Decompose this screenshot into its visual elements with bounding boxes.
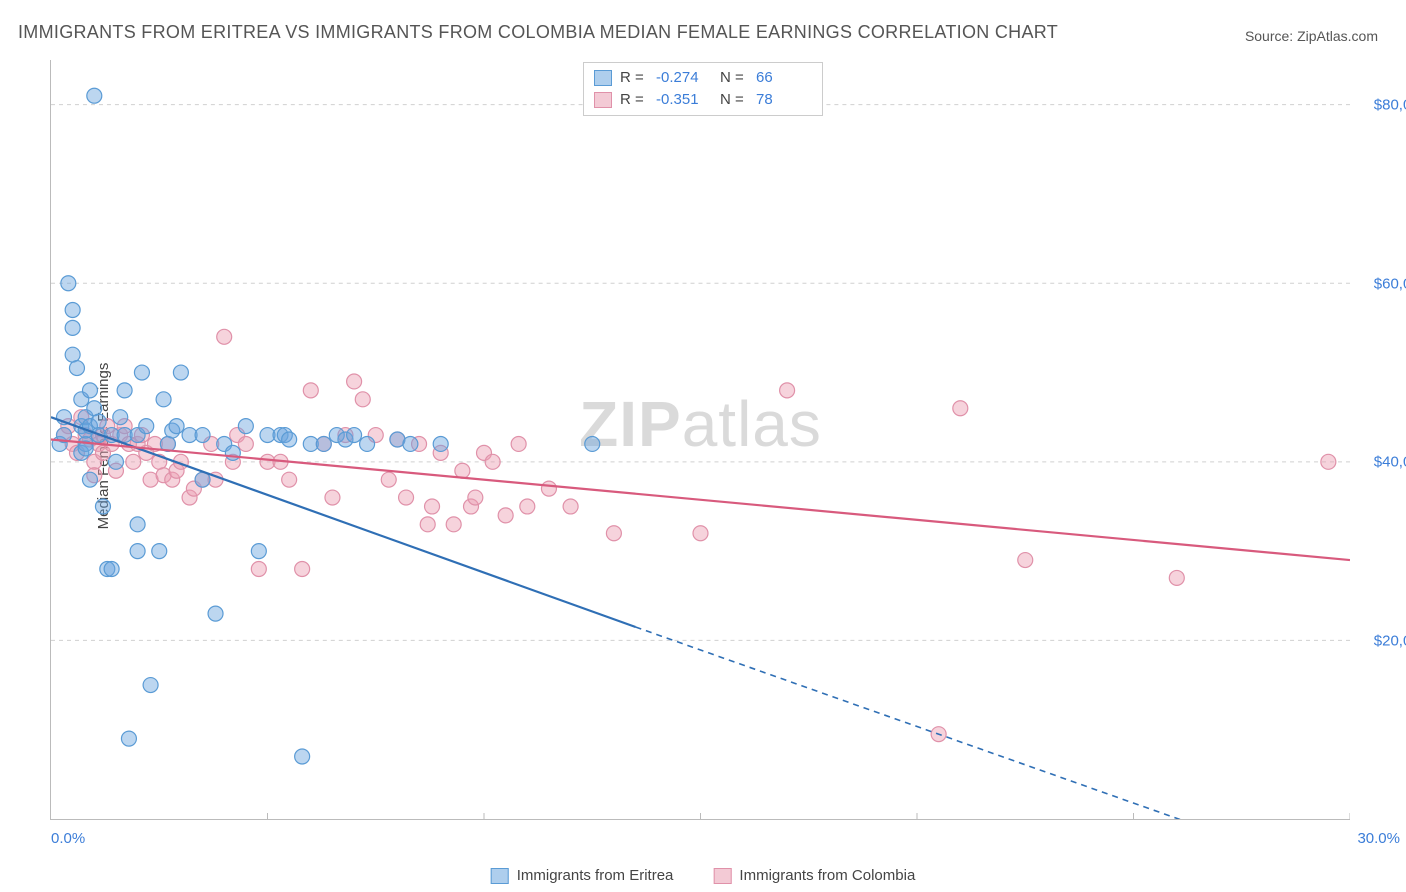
- legend-bottom: Immigrants from Eritrea Immigrants from …: [491, 867, 916, 884]
- x-tick-min: 0.0%: [51, 830, 85, 847]
- legend-label: Immigrants from Colombia: [739, 867, 915, 884]
- swatch-blue-icon: [594, 70, 612, 86]
- n-label: N =: [720, 89, 748, 111]
- swatch-pink-icon: [594, 92, 612, 108]
- r-label: R =: [620, 89, 648, 111]
- legend-top: R = -0.274 N = 66 R = -0.351 N = 78: [583, 62, 823, 116]
- legend-item-eritrea: Immigrants from Eritrea: [491, 867, 674, 884]
- y-tick: $80,000: [1356, 96, 1406, 113]
- y-tick: $60,000: [1356, 275, 1406, 292]
- source-label: Source:: [1245, 28, 1293, 44]
- y-tick: $40,000: [1356, 454, 1406, 471]
- chart-svg: [51, 60, 1350, 819]
- source: Source: ZipAtlas.com: [1245, 28, 1378, 44]
- n-value: 78: [756, 89, 812, 111]
- watermark-zip: ZIP: [579, 388, 682, 460]
- y-tick: $20,000: [1356, 633, 1406, 650]
- legend-label: Immigrants from Eritrea: [517, 867, 674, 884]
- legend-row-colombia: R = -0.351 N = 78: [594, 89, 812, 111]
- n-label: N =: [720, 67, 748, 89]
- swatch-blue-icon: [491, 868, 509, 884]
- legend-row-eritrea: R = -0.274 N = 66: [594, 67, 812, 89]
- swatch-pink-icon: [713, 868, 731, 884]
- n-value: 66: [756, 67, 812, 89]
- x-tick-max: 30.0%: [1357, 830, 1400, 847]
- legend-item-colombia: Immigrants from Colombia: [713, 867, 915, 884]
- watermark-atlas: atlas: [682, 388, 822, 460]
- r-value: -0.274: [656, 67, 712, 89]
- chart-title: IMMIGRANTS FROM ERITREA VS IMMIGRANTS FR…: [18, 22, 1058, 43]
- r-value: -0.351: [656, 89, 712, 111]
- source-value: ZipAtlas.com: [1297, 28, 1378, 44]
- r-label: R =: [620, 67, 648, 89]
- scatter-plot: ZIPatlas $20,000$40,000$60,000$80,000 0.…: [50, 60, 1350, 820]
- watermark: ZIPatlas: [579, 387, 822, 461]
